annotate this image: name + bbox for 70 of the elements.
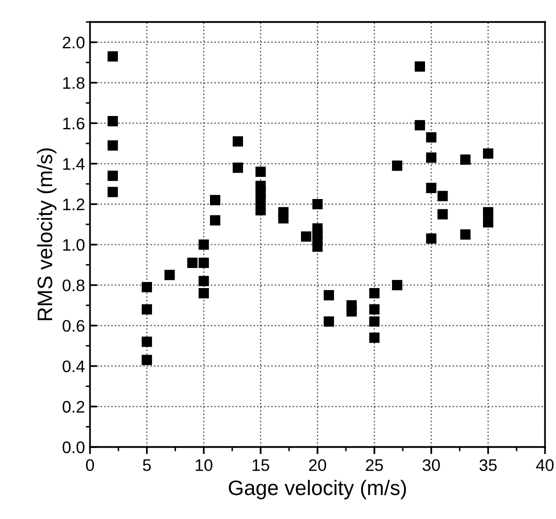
point bbox=[232, 136, 244, 147]
point bbox=[198, 288, 209, 298]
x-tick-label: 5 bbox=[142, 459, 151, 472]
point bbox=[414, 120, 426, 130]
point bbox=[369, 332, 380, 343]
point bbox=[108, 116, 118, 126]
point bbox=[232, 162, 244, 173]
y-tick-label: 0.4 bbox=[62, 360, 85, 372]
point bbox=[482, 217, 494, 228]
y-tick-label: 2.0 bbox=[62, 36, 84, 48]
point bbox=[460, 229, 471, 240]
point bbox=[426, 132, 436, 143]
x-tick-label: 15 bbox=[252, 459, 270, 472]
point bbox=[369, 316, 380, 327]
point bbox=[482, 207, 494, 218]
x-tick-label: 10 bbox=[196, 459, 212, 472]
point bbox=[255, 166, 266, 177]
point bbox=[482, 148, 494, 159]
point bbox=[426, 182, 436, 194]
y-tick-label: 0.2 bbox=[62, 400, 84, 413]
point bbox=[142, 304, 152, 315]
point bbox=[426, 233, 436, 244]
point bbox=[187, 258, 198, 268]
point bbox=[255, 194, 266, 206]
point bbox=[164, 270, 175, 280]
point bbox=[392, 160, 402, 171]
x-tick-label: 20 bbox=[309, 459, 326, 472]
point bbox=[346, 306, 357, 317]
point bbox=[414, 61, 426, 72]
point bbox=[300, 231, 312, 242]
x-tick-label: 25 bbox=[366, 459, 383, 472]
point bbox=[369, 288, 380, 298]
y-tick-label: 1.4 bbox=[63, 158, 85, 170]
point bbox=[369, 304, 380, 315]
point bbox=[108, 170, 118, 181]
y-tick-label: 0.6 bbox=[62, 320, 84, 332]
point bbox=[142, 282, 152, 292]
point bbox=[392, 280, 402, 290]
y-tick-label: 1.8 bbox=[63, 77, 84, 89]
point bbox=[108, 140, 118, 151]
point bbox=[108, 51, 118, 62]
point bbox=[142, 336, 152, 347]
y-axis-title: RMS velocity (m/s) bbox=[36, 148, 56, 320]
y-tick-label: 1.0 bbox=[63, 239, 84, 251]
point bbox=[426, 152, 436, 163]
point bbox=[324, 290, 334, 300]
y-tick-label: 1.2 bbox=[63, 198, 84, 210]
point bbox=[324, 316, 334, 327]
point bbox=[278, 213, 289, 224]
x-tick-label: 0 bbox=[86, 459, 94, 472]
y-tick-label: 1.6 bbox=[63, 118, 84, 130]
point bbox=[437, 190, 448, 202]
point bbox=[312, 198, 323, 210]
y-tick-label: 0.8 bbox=[62, 279, 84, 292]
point bbox=[312, 241, 323, 252]
point bbox=[437, 209, 448, 220]
point bbox=[198, 258, 209, 268]
x-tick-label: 35 bbox=[479, 459, 497, 472]
x-axis-title: Gage velocity (m/s) bbox=[228, 480, 406, 500]
point bbox=[198, 239, 209, 250]
x-tick-label: 30 bbox=[422, 459, 440, 472]
point bbox=[460, 154, 471, 165]
point bbox=[255, 205, 266, 216]
y-tick-label: 0.0 bbox=[62, 441, 84, 454]
point bbox=[142, 354, 152, 366]
point bbox=[198, 276, 209, 286]
point bbox=[210, 194, 220, 206]
point bbox=[210, 215, 220, 226]
point bbox=[108, 186, 118, 198]
x-tick-label: 40 bbox=[536, 459, 554, 472]
